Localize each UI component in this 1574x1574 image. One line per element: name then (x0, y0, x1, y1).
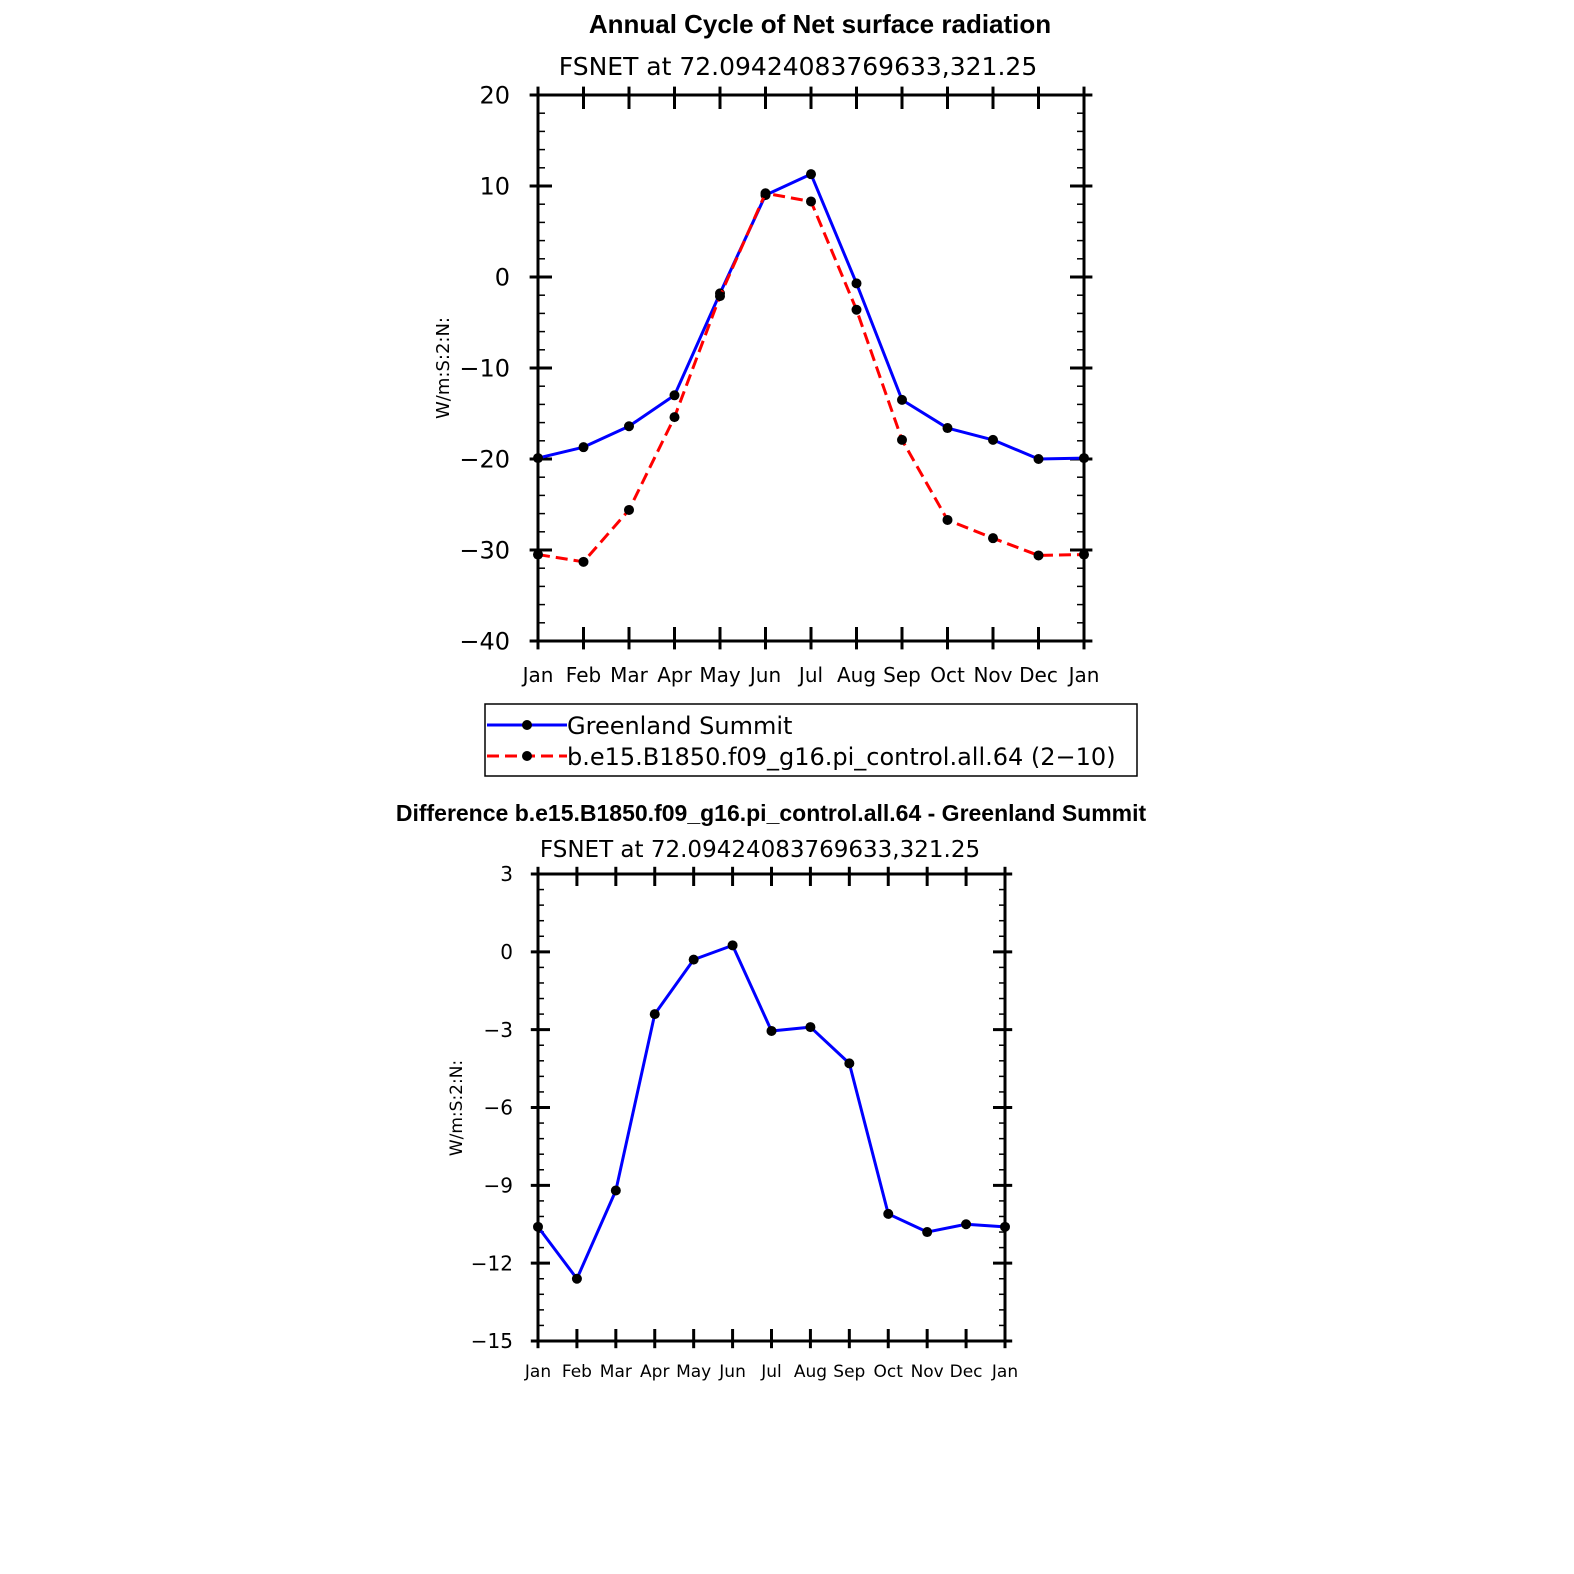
chart2-point-difference-sep (844, 1058, 855, 1069)
chart1-point-greenland-summit-dec (1033, 454, 1044, 464)
chart1-y-tick-label: 10 (479, 173, 510, 201)
chart2-point-difference-nov (922, 1227, 933, 1238)
chart1-point-b-e15-b1850-f09-g16-pi-control-all-64-2-10-nov (988, 533, 998, 544)
chart1-x-tick-label-dec: Dec (1019, 663, 1058, 687)
chart2-y-tick-label: 0 (500, 940, 513, 964)
chart1-point-b-e15-b1850-f09-g16-pi-control-all-64-2-10-feb (578, 556, 589, 567)
chart1-series-line-greenland-summit (537, 172, 1085, 461)
chart1-y-tick-label: 0 (495, 264, 510, 292)
legend: Greenland Summit b.e15.B1850.f09_g16.pi_… (484, 703, 1138, 777)
chart1-point-b-e15-b1850-f09-g16-pi-control-all-64-2-10-may (715, 291, 725, 302)
chart1-point-b-e15-b1850-f09-g16-pi-control-all-64-2-10-sep (897, 434, 907, 445)
chart2-frame (536, 872, 1007, 1343)
chart1-x-tick-label-jul: Jul (797, 663, 823, 687)
legend-label-model: b.e15.B1850.f09_g16.pi_control.all.64 (2… (567, 743, 1116, 771)
chart-annual-cycle: Annual Cycle of Net surface radiation FS… (433, 9, 1099, 687)
chart1-point-greenland-summit-nov (988, 434, 998, 445)
chart1-x-tick-label-jan: Jan (521, 663, 554, 687)
chart1-series-line-b-e15-b1850-f09-g16-pi-control-all-64-2-10 (537, 191, 1085, 564)
legend-label-greenland-summit: Greenland Summit (567, 712, 792, 740)
chart2-x-tick-label-mar: Mar (600, 1362, 632, 1382)
chart2-x-tick-label-may: May (676, 1362, 711, 1382)
chart1-x-tick-label-sep: Sep (883, 663, 921, 687)
chart1-point-greenland-summit-oct (942, 423, 953, 434)
chart1-y-tick-label: −30 (459, 537, 510, 565)
chart1-point-b-e15-b1850-f09-g16-pi-control-all-64-2-10-jul (806, 196, 816, 207)
chart2-plot-area: Jan Feb Mar Apr May Jun Jul Aug Sep Oct Nov Dec Jan 3… (471, 862, 1018, 1382)
chart2-x-tick-label-jul: Jul (760, 1362, 782, 1382)
chart2-point-difference-jun (727, 940, 738, 951)
chart1-point-greenland-summit-jul (806, 169, 816, 180)
chart2-x-tick-label-aug: Aug (794, 1362, 827, 1382)
chart1-y-tick-label: 20 (479, 82, 510, 110)
chart1-x-tick-label-may: May (699, 663, 741, 687)
chart2-x-tick-label-oct: Oct (874, 1362, 904, 1382)
legend-marker-greenland-summit (522, 720, 532, 730)
chart2-series-line-difference (536, 943, 1006, 1281)
chart1-point-greenland-summit-feb (578, 442, 589, 453)
chart1-x-tick-label-aug: Aug (837, 663, 876, 687)
chart2-y-tick-label: −9 (484, 1174, 513, 1198)
chart2-point-difference-mar (610, 1185, 621, 1196)
chart1-frame (536, 93, 1086, 643)
chart1-point-greenland-summit-aug (851, 278, 862, 289)
chart1-subtitle: FSNET at 72.09424083769633,321.25 (559, 52, 1037, 81)
chart1-y-tick-label: −20 (459, 446, 510, 474)
chart1-y-axis-label: W/m:S:2:N: (433, 317, 454, 419)
chart1-y-tick-label: −40 (459, 628, 510, 656)
chart2-y-axis-label: W/m:S:2:N: (447, 1060, 467, 1156)
chart2-x-tick-label-jan: Jan (524, 1362, 551, 1382)
chart1-x-tick-label-nov: Nov (973, 663, 1012, 687)
chart2-subtitle: FSNET at 72.09424083769633,321.25 (540, 837, 980, 863)
chart1-x-tick-label-apr: Apr (657, 663, 692, 687)
chart1-x-tick-label-jan: Jan (1067, 663, 1100, 687)
chart2-title: Difference b.e15.B1850.f09_g16.pi_contro… (396, 800, 1147, 826)
chart1-point-b-e15-b1850-f09-g16-pi-control-all-64-2-10-apr (669, 412, 680, 423)
chart1-point-b-e15-b1850-f09-g16-pi-control-all-64-2-10-jun (760, 188, 771, 199)
chart1-plot-area: Jan Feb Mar Apr May Jun Jul Aug Sep Oct Nov Dec Jan 2… (459, 82, 1099, 687)
chart1-point-b-e15-b1850-f09-g16-pi-control-all-64-2-10-aug (851, 304, 862, 315)
legend-box (484, 703, 1138, 777)
chart1-title: Annual Cycle of Net surface radiation (589, 9, 1051, 39)
chart2-point-difference-feb (571, 1273, 582, 1284)
chart2-y-tick-label: 3 (500, 862, 513, 886)
chart2-point-difference-dec (961, 1219, 972, 1230)
chart2-point-difference-jul (766, 1025, 777, 1036)
chart1-point-greenland-summit-mar (624, 421, 634, 432)
chart2-point-difference-oct (883, 1208, 894, 1219)
chart2-y-tick-label: −6 (484, 1096, 513, 1120)
chart2-y-tick-label: −3 (484, 1018, 513, 1042)
chart2-y-tick-label: −12 (471, 1251, 513, 1275)
chart1-x-tick-label-feb: Feb (566, 663, 601, 687)
chart1-point-b-e15-b1850-f09-g16-pi-control-all-64-2-10-mar (624, 504, 634, 515)
chart2-y-tick-label: −15 (471, 1329, 513, 1353)
chart2-x-tick-label-nov: Nov (911, 1362, 944, 1382)
chart1-x-tick-label-mar: Mar (610, 663, 649, 687)
chart-difference: Difference b.e15.B1850.f09_g16.pi_contro… (396, 800, 1147, 1382)
chart2-x-tick-label-jun: Jun (718, 1362, 746, 1382)
chart1-point-b-e15-b1850-f09-g16-pi-control-all-64-2-10-dec (1033, 550, 1044, 561)
chart1-x-tick-label-oct: Oct (930, 663, 965, 687)
chart2-x-tick-label-sep: Sep (833, 1362, 865, 1382)
chart2-x-tick-label-jan: Jan (991, 1362, 1018, 1382)
chart1-point-greenland-summit-sep (897, 394, 907, 405)
chart1-point-greenland-summit-apr (669, 390, 680, 401)
chart2-point-difference-may (688, 954, 699, 965)
legend-marker-model (522, 751, 532, 761)
chart1-x-tick-label-jun: Jun (748, 663, 781, 687)
chart2-point-difference-apr (649, 1009, 660, 1020)
chart2-x-tick-label-dec: Dec (950, 1362, 983, 1382)
chart1-point-b-e15-b1850-f09-g16-pi-control-all-64-2-10-oct (942, 514, 953, 525)
chart2-x-tick-label-apr: Apr (640, 1362, 669, 1382)
chart1-y-tick-label: −10 (459, 355, 510, 383)
chart2-point-difference-aug (805, 1022, 816, 1033)
legend-entry-model: b.e15.B1850.f09_g16.pi_control.all.64 (2… (487, 743, 1116, 771)
legend-entry-greenland-summit: Greenland Summit (487, 712, 792, 740)
chart2-x-tick-label-feb: Feb (562, 1362, 592, 1382)
